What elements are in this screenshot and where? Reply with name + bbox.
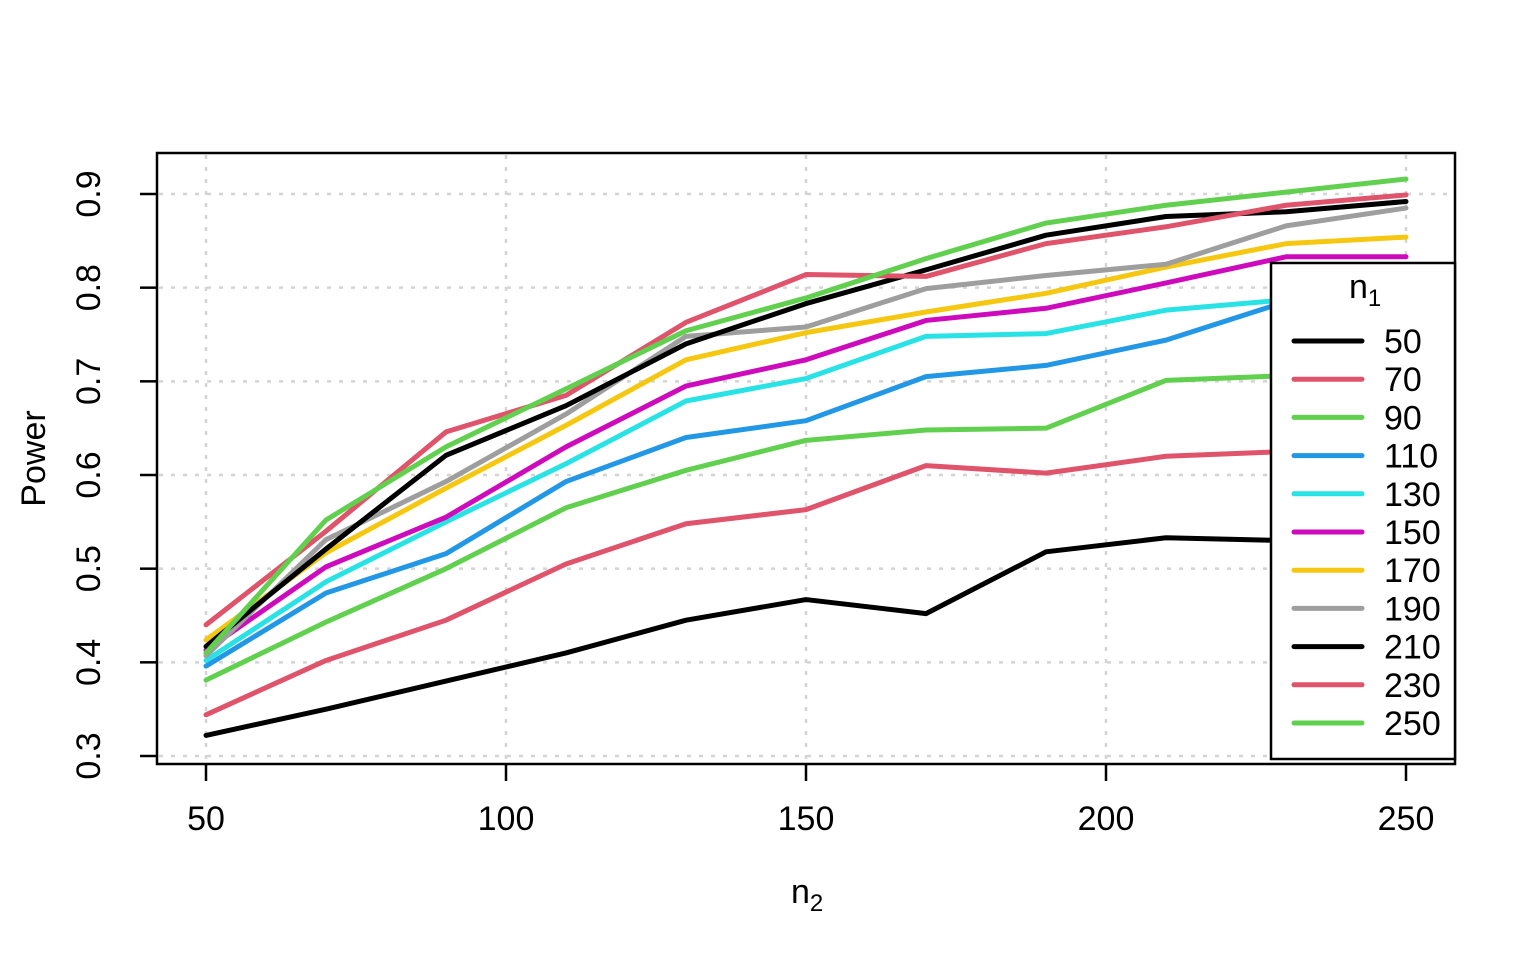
- legend-label-250: 250: [1384, 705, 1441, 743]
- x-tick-label-250: 250: [1378, 800, 1435, 838]
- axes: [140, 192, 1408, 781]
- legend-label-230: 230: [1384, 667, 1441, 705]
- y-tick-label-0.6: 0.6: [70, 451, 108, 498]
- y-tick-label-0.9: 0.9: [70, 170, 108, 217]
- y-tick-label-0.4: 0.4: [70, 639, 108, 686]
- legend-item-250: 250: [1291, 705, 1441, 743]
- x-tick-label-50: 50: [187, 800, 225, 838]
- grid-lines: [159, 155, 1453, 762]
- legend-box: [1269, 261, 1457, 761]
- y-tick-label-0.7: 0.7: [70, 358, 108, 405]
- legend-title: n1: [1349, 268, 1381, 312]
- series-line-110: [203, 296, 1409, 669]
- y-tick-label-0.5: 0.5: [70, 545, 108, 592]
- legend-label-50: 50: [1384, 323, 1422, 361]
- x-tick-label-100: 100: [478, 800, 535, 838]
- series-line-170: [203, 234, 1409, 643]
- tick-labels: 50 100 150 200 250 0.3 0.4 0.5 0.6 0.7 0.8 0.9: [70, 170, 1434, 838]
- legend-item-150: 150: [1291, 514, 1441, 552]
- legend-item-90: 90: [1291, 399, 1422, 437]
- series-line-130: [203, 294, 1409, 663]
- legend-item-50: 50: [1291, 323, 1422, 361]
- legend-label-190: 190: [1384, 590, 1441, 628]
- legend-item-230: 230: [1291, 667, 1441, 705]
- legend-label-110: 110: [1384, 438, 1438, 476]
- x-tick-label-200: 200: [1078, 800, 1135, 838]
- series-line-210: [203, 198, 1409, 649]
- legend-item-210: 210: [1291, 629, 1441, 667]
- legend-item-70: 70: [1291, 361, 1422, 399]
- legend-label-90: 90: [1384, 399, 1422, 437]
- series-line-250: [203, 176, 1409, 656]
- legend-label-130: 130: [1384, 476, 1441, 514]
- legend-item-110: 110: [1291, 438, 1438, 476]
- legend-item-130: 130: [1291, 476, 1441, 514]
- y-tick-label-0.8: 0.8: [70, 264, 108, 311]
- series-line-90: [203, 371, 1409, 683]
- legend-label-210: 210: [1384, 629, 1441, 667]
- legend-item-170: 170: [1291, 552, 1441, 590]
- y-axis-title: Power: [15, 410, 53, 506]
- x-tick-label-150: 150: [778, 800, 835, 838]
- y-tick-label-0.3: 0.3: [70, 732, 108, 779]
- legend-label-70: 70: [1384, 361, 1422, 399]
- series-line-150: [203, 254, 1409, 653]
- series-line-230: [203, 192, 1409, 628]
- legend-label-150: 150: [1384, 514, 1441, 552]
- series-line-190: [203, 205, 1409, 659]
- series-line-70: [203, 446, 1409, 718]
- legend-item-190: 190: [1291, 590, 1441, 628]
- series-line-50: [203, 535, 1409, 738]
- series-lines: [203, 176, 1409, 738]
- x-axis-title: n2: [791, 873, 823, 917]
- legend-label-170: 170: [1384, 552, 1441, 590]
